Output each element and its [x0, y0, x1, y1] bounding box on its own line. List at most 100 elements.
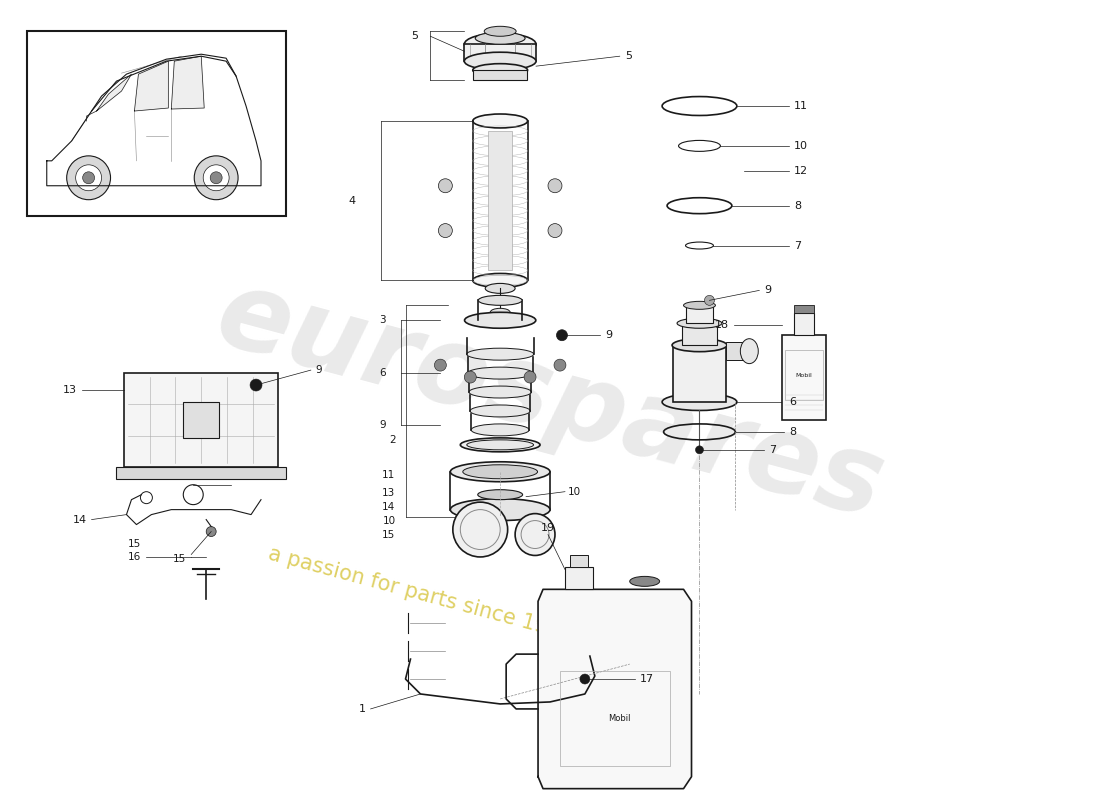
Bar: [682, 323, 717, 345]
Circle shape: [76, 165, 101, 190]
Text: 10: 10: [794, 141, 808, 151]
Text: 11: 11: [794, 101, 808, 111]
Text: 8: 8: [794, 201, 801, 210]
Text: 6: 6: [378, 367, 386, 378]
Circle shape: [496, 510, 504, 518]
Text: 5: 5: [625, 51, 631, 61]
Bar: [570, 555, 587, 567]
Ellipse shape: [740, 338, 758, 364]
Ellipse shape: [460, 438, 540, 452]
Text: 9: 9: [764, 286, 771, 295]
Bar: [473, 70, 527, 80]
Circle shape: [557, 330, 568, 341]
Text: eurospares: eurospares: [206, 260, 894, 540]
Ellipse shape: [491, 308, 510, 316]
Text: 8: 8: [789, 427, 796, 437]
Ellipse shape: [464, 34, 536, 55]
Bar: [726, 342, 755, 360]
Bar: [560, 671, 670, 766]
Ellipse shape: [678, 318, 722, 328]
Text: 18: 18: [715, 320, 729, 330]
Circle shape: [548, 224, 562, 238]
Circle shape: [439, 224, 452, 238]
Text: 5: 5: [411, 31, 418, 42]
Ellipse shape: [464, 312, 536, 328]
Circle shape: [554, 359, 565, 371]
Text: 16: 16: [129, 553, 142, 562]
Text: 15: 15: [173, 554, 186, 565]
Circle shape: [210, 172, 222, 184]
Text: 13: 13: [63, 385, 77, 395]
Bar: [26, 31, 286, 216]
Bar: [116, 467, 286, 479]
Ellipse shape: [468, 367, 532, 379]
Text: Mobil: Mobil: [608, 714, 631, 723]
Text: 9: 9: [378, 420, 386, 430]
Circle shape: [204, 165, 229, 190]
Text: 15: 15: [129, 539, 142, 550]
Bar: [672, 347, 726, 402]
Ellipse shape: [471, 424, 529, 436]
Bar: [794, 314, 814, 335]
Ellipse shape: [453, 502, 507, 557]
Circle shape: [434, 359, 447, 371]
Text: 11: 11: [383, 470, 396, 480]
Circle shape: [704, 295, 714, 306]
Text: 15: 15: [383, 530, 396, 539]
Text: Mobil: Mobil: [795, 373, 813, 378]
Ellipse shape: [662, 394, 737, 410]
Ellipse shape: [672, 338, 727, 352]
Text: 10: 10: [383, 515, 396, 526]
Ellipse shape: [683, 302, 715, 310]
Circle shape: [580, 674, 590, 684]
Ellipse shape: [473, 274, 528, 287]
Ellipse shape: [450, 462, 550, 482]
Bar: [782, 335, 826, 420]
Bar: [685, 306, 714, 323]
Bar: [184, 402, 219, 438]
Circle shape: [464, 371, 476, 383]
Text: 17: 17: [640, 674, 653, 684]
Text: 4: 4: [349, 196, 355, 206]
Text: 7: 7: [794, 241, 801, 250]
Circle shape: [439, 178, 452, 193]
Bar: [124, 373, 278, 467]
Circle shape: [524, 371, 536, 383]
Circle shape: [206, 526, 217, 537]
Text: 14: 14: [383, 502, 396, 512]
Bar: [794, 306, 814, 314]
Ellipse shape: [477, 490, 522, 500]
Ellipse shape: [466, 440, 534, 450]
Circle shape: [250, 379, 262, 391]
Text: 6: 6: [789, 397, 796, 407]
Circle shape: [548, 178, 562, 193]
Ellipse shape: [469, 386, 531, 398]
Polygon shape: [134, 61, 168, 111]
Circle shape: [67, 156, 110, 200]
Bar: [565, 567, 593, 590]
Text: 9: 9: [605, 330, 612, 340]
Text: 19: 19: [541, 522, 556, 533]
Ellipse shape: [629, 576, 660, 586]
Bar: [785, 350, 823, 400]
Text: 3: 3: [378, 315, 386, 326]
Polygon shape: [172, 56, 205, 109]
Circle shape: [695, 446, 704, 454]
Ellipse shape: [463, 465, 538, 478]
Circle shape: [82, 172, 95, 184]
Polygon shape: [538, 590, 692, 789]
Ellipse shape: [515, 514, 556, 555]
Text: 13: 13: [383, 488, 396, 498]
Ellipse shape: [473, 114, 528, 128]
Circle shape: [195, 156, 238, 200]
Ellipse shape: [470, 405, 530, 417]
Ellipse shape: [473, 64, 528, 77]
Ellipse shape: [484, 26, 516, 36]
Text: 10: 10: [568, 486, 581, 497]
Bar: [464, 44, 536, 61]
Ellipse shape: [475, 32, 525, 44]
Text: 14: 14: [73, 514, 87, 525]
Ellipse shape: [466, 348, 534, 360]
Ellipse shape: [464, 52, 536, 70]
Ellipse shape: [478, 295, 522, 306]
